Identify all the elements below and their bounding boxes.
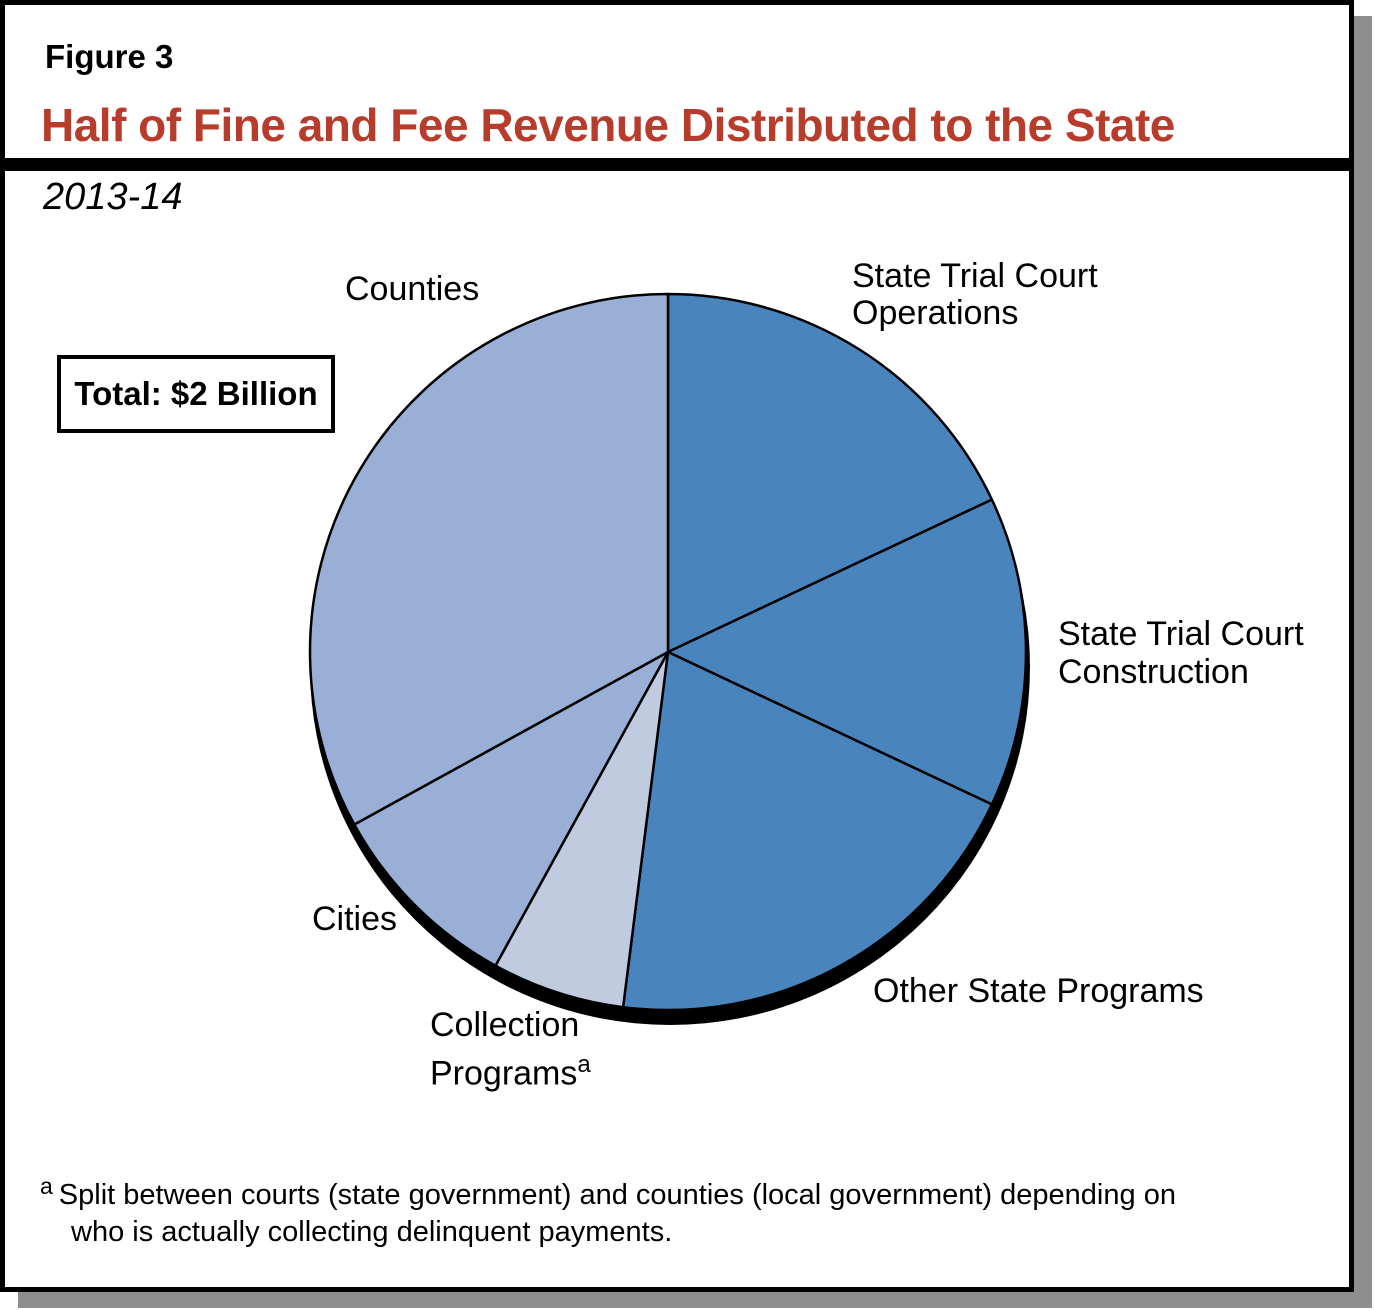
footnote-text-line2: who is actually collecting delinquent pa… [71,1216,673,1248]
footnote-marker: a [40,1173,53,1199]
slice-label-other-state-programs: Other State Programs [873,972,1204,1010]
pie-slice-1-state-trial-court-construction [666,498,1028,806]
total-callout-box: Total: $2 Billion [57,355,335,433]
pie-slices [308,292,1028,1012]
slice-label-collection-programs: Collection Programsa [430,1006,591,1093]
figure-title: Half of Fine and Fee Revenue Distributed… [41,99,1175,151]
slice-label-state-trial-court-construction: State Trial Court Construction [1058,615,1304,691]
figure-content: Figure 3 Half of Fine and Fee Revenue Di… [5,5,1349,1287]
figure-subtitle: 2013-14 [43,176,183,218]
slice-label-state-trial-court-operations: State Trial Court Operations [852,257,1098,332]
figure-number: Figure 3 [45,38,174,75]
total-callout-text: Total: $2 Billion [74,375,318,412]
slice-label-cities: Cities [312,900,398,938]
pie-slice-3-collection-programs [494,650,670,1009]
pie-chart [308,292,1030,1025]
pie-slice-5-counties [308,292,670,826]
pie-slice-4-cities [353,650,670,967]
slice-label-counties: Counties [345,270,480,308]
figure-frame: Figure 3 Half of Fine and Fee Revenue Di… [0,0,1354,1292]
footnote-text-line1: Split between courts (state government) … [58,1179,1176,1211]
figure-footnote: a Split between courts (state government)… [40,1168,1176,1251]
footnote-reference-a: a [577,1051,591,1078]
header-divider-bar [5,158,1349,171]
pie-slice-0-state-trial-court-operations [666,292,994,654]
pie-slice-2-other-state-programs [621,650,994,1012]
